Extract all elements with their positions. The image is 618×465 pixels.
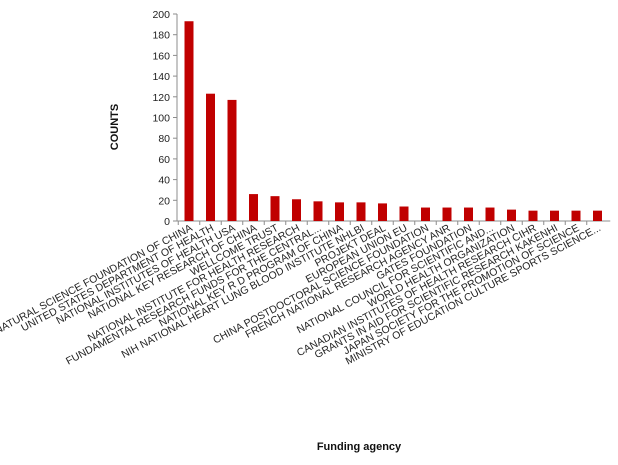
y-tick-label: 140 xyxy=(152,71,170,83)
y-tick-label: 60 xyxy=(158,154,170,166)
bar xyxy=(550,210,559,221)
bar xyxy=(292,199,301,221)
y-tick-label: 180 xyxy=(152,30,170,42)
y-tick-label: 80 xyxy=(158,133,170,145)
y-tick-label: 40 xyxy=(158,175,170,187)
bar xyxy=(507,209,516,221)
y-tick-label: 100 xyxy=(152,113,170,125)
bar xyxy=(335,202,344,221)
bar xyxy=(485,207,495,221)
bar xyxy=(206,93,215,221)
bar xyxy=(571,210,581,221)
bar xyxy=(399,206,409,221)
bars xyxy=(184,21,602,222)
bar xyxy=(442,207,452,221)
bar xyxy=(464,207,473,221)
x-axis-title: Funding agency xyxy=(317,441,402,453)
bar xyxy=(270,196,280,221)
bar xyxy=(184,21,194,222)
y-axis-title: COUNTS xyxy=(109,104,121,150)
y-tick-label: 120 xyxy=(152,92,170,104)
x-tick-labels: NATIONAL NATURAL SCIENCE FOUNDATION OF C… xyxy=(0,222,603,368)
bar xyxy=(313,201,323,221)
y-tick-label: 20 xyxy=(158,195,170,207)
bar xyxy=(227,99,237,221)
y-tick-label: 160 xyxy=(152,50,170,62)
y-tick-label: 200 xyxy=(152,9,170,21)
bar xyxy=(528,210,538,221)
x-axis xyxy=(177,220,611,225)
bar xyxy=(421,207,430,221)
bar xyxy=(593,210,602,221)
bar xyxy=(249,194,258,221)
y-axis: 0 20 40 60 80 100 120 140 160 180 200 xyxy=(152,9,178,228)
bar xyxy=(356,202,366,221)
y-tick-label: 0 xyxy=(164,216,170,228)
bar xyxy=(378,203,387,221)
